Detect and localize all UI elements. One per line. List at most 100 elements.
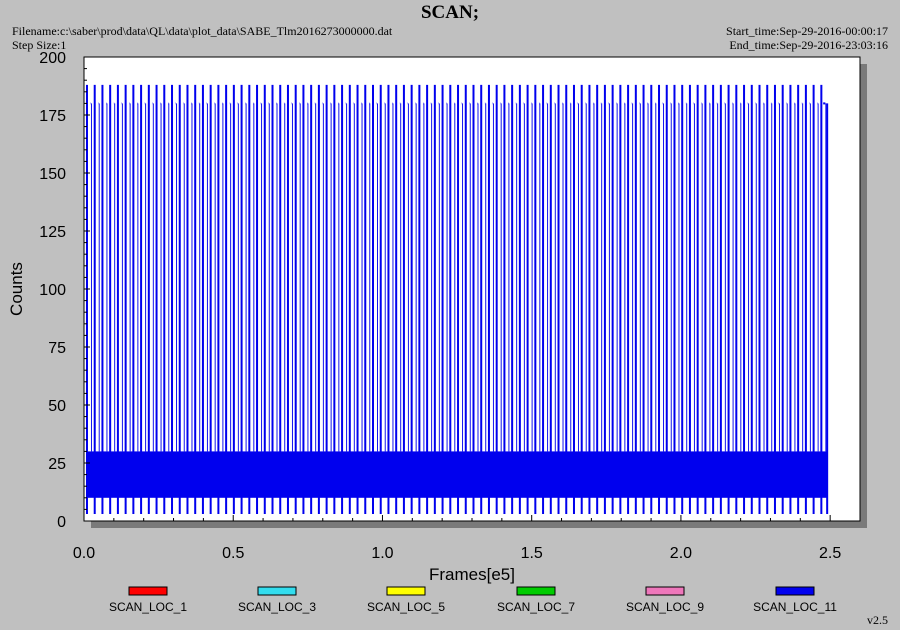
filename-label: Filename:c:\saber\prod\data\QL\data\plot… xyxy=(12,24,393,38)
plateau-block xyxy=(299,103,301,452)
plot-area xyxy=(83,56,861,522)
y-tick-label: 200 xyxy=(39,50,66,67)
plateau-block xyxy=(469,103,471,452)
y-axis-label: Counts xyxy=(7,262,26,316)
legend-label: SCAN_LOC_3 xyxy=(238,600,316,614)
plateau-block xyxy=(438,103,440,452)
plateau-block xyxy=(593,103,595,452)
plateau-block xyxy=(608,103,610,452)
y-tick-label: 25 xyxy=(48,456,66,473)
plateau-block xyxy=(206,103,208,452)
plateau-block xyxy=(268,103,270,452)
start-time-label: Start_time:Sep-29-2016-00:00:17 xyxy=(726,24,888,38)
plateau-block xyxy=(601,103,603,452)
plateau-block xyxy=(121,103,123,452)
legend-label: SCAN_LOC_5 xyxy=(367,600,445,614)
plateau-block xyxy=(307,103,309,452)
plateau-block xyxy=(353,103,355,452)
legend-label: SCAN_LOC_7 xyxy=(497,600,575,614)
plateau-block xyxy=(686,103,688,452)
plateau-block xyxy=(531,103,533,452)
plateau-block xyxy=(330,103,332,452)
plateau-block xyxy=(778,103,780,452)
x-tick-label: 1.0 xyxy=(371,545,393,562)
plateau-block xyxy=(214,103,216,452)
plateau-block xyxy=(261,103,263,452)
version-label: v2.5 xyxy=(867,613,888,627)
plateau-block xyxy=(632,103,634,452)
plateau-block xyxy=(547,103,549,452)
y-tick-label: 175 xyxy=(39,108,66,125)
x-tick-label: 2.0 xyxy=(670,545,692,562)
legend-swatch xyxy=(128,586,168,596)
plateau-block xyxy=(562,103,564,452)
plateau-block xyxy=(663,103,665,452)
legend-label: SCAN_LOC_1 xyxy=(109,600,187,614)
plateau-block xyxy=(709,103,711,452)
plateau-block xyxy=(145,103,147,452)
plateau-block xyxy=(423,103,425,452)
step-size-label: Step Size:1 xyxy=(12,38,67,52)
plateau-block xyxy=(802,103,804,452)
plateau-block xyxy=(129,103,131,452)
plateau-block xyxy=(670,103,672,452)
plateau-block xyxy=(245,103,247,452)
y-tick-label: 75 xyxy=(48,340,66,357)
end-time-label: End_time:Sep-29-2016-23:03:16 xyxy=(729,38,888,52)
y-tick-label: 150 xyxy=(39,166,66,183)
legend-swatch xyxy=(516,586,556,596)
plateau-block xyxy=(168,103,170,452)
time-info: Start_time:Sep-29-2016-00:00:17 End_time… xyxy=(726,24,888,52)
file-info: Filename:c:\saber\prod\data\QL\data\plot… xyxy=(12,24,392,52)
plateau-block xyxy=(284,103,286,452)
plateau-block xyxy=(384,103,386,452)
legend-label: SCAN_LOC_11 xyxy=(753,600,837,614)
legend-swatch xyxy=(645,586,685,596)
plateau-block xyxy=(771,103,773,452)
legend: SCAN_LOC_1 SCAN_LOC_3 SCAN_LOC_5 SCAN_LOC_7… xyxy=(109,586,837,614)
plateau-block xyxy=(624,103,626,452)
plateau-block xyxy=(346,103,348,452)
plateau-block xyxy=(516,103,518,452)
plateau-block xyxy=(338,103,340,452)
plateau-block xyxy=(748,103,750,452)
plateau-block xyxy=(655,103,657,452)
x-tick-label: 2.5 xyxy=(819,545,841,562)
y-tick-label: 0 xyxy=(57,514,66,531)
plateau-block xyxy=(183,103,185,452)
legend-label: SCAN_LOC_9 xyxy=(626,600,704,614)
plateau-block xyxy=(222,103,224,452)
x-tick-label: 0.0 xyxy=(73,545,95,562)
plateau-block xyxy=(585,103,587,452)
legend-swatch xyxy=(257,586,297,596)
plateau-block xyxy=(647,103,649,452)
y-tick-label: 50 xyxy=(48,398,66,415)
plateau-block xyxy=(523,103,525,452)
plateau-block xyxy=(577,103,579,452)
plateau-block xyxy=(392,103,394,452)
plateau-block xyxy=(137,103,139,452)
chart-title: SCAN; xyxy=(420,2,480,23)
plateau-block xyxy=(794,103,796,452)
plateau-block xyxy=(291,103,293,452)
plateau-block xyxy=(191,103,193,452)
plateau-block xyxy=(199,103,201,452)
plateau-block xyxy=(763,103,765,452)
series-scan-loc-11 xyxy=(85,84,829,515)
plateau-block xyxy=(176,103,178,452)
legend-swatch xyxy=(386,586,426,596)
plateau-block xyxy=(485,103,487,452)
plateau-block xyxy=(237,103,239,452)
plateau-block xyxy=(106,103,108,452)
plateau-block xyxy=(554,103,556,452)
plateau-block xyxy=(539,103,541,452)
plateau-block xyxy=(693,103,695,452)
plateau-block xyxy=(639,103,641,452)
plateau-block xyxy=(701,103,703,452)
x-axis-label: Frames[e5] xyxy=(429,565,515,584)
plateau-block xyxy=(678,103,680,452)
plateau-block xyxy=(786,103,788,452)
plateau-block xyxy=(492,103,494,452)
plateau-block xyxy=(732,103,734,452)
